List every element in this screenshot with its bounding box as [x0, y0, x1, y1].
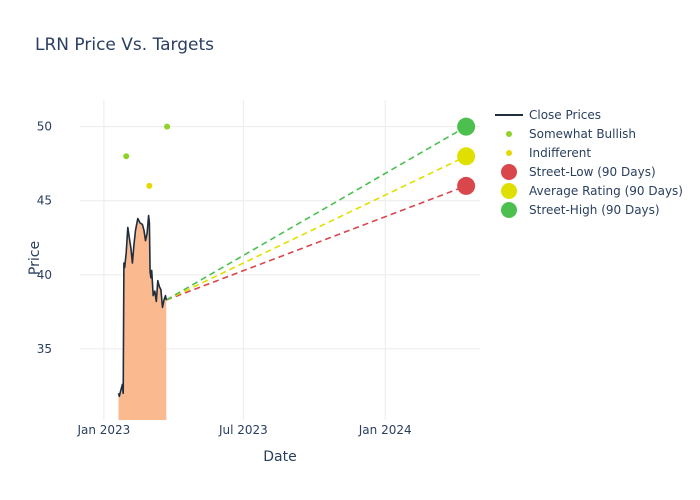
street-high-target-marker[interactable]	[457, 117, 476, 136]
legend-swatch	[501, 164, 517, 180]
average-rating-target-marker[interactable]	[457, 147, 476, 166]
legend-item-street-low[interactable]: Street-Low (90 Days)	[501, 164, 656, 180]
y-axis-title: Price	[27, 241, 43, 275]
average-rating-target-line	[165, 155, 467, 301]
somewhat-bullish-point[interactable]	[164, 123, 171, 130]
legend-swatch	[501, 183, 517, 199]
legend-item-somewhat-bullish[interactable]: Somewhat Bullish	[506, 127, 636, 141]
legend-label: Street-Low (90 Days)	[529, 165, 656, 179]
legend-swatch	[506, 131, 512, 137]
y-tick-label: 45	[37, 194, 52, 208]
legend-swatch	[506, 150, 512, 156]
legend-item-average-rating[interactable]: Average Rating (90 Days)	[501, 183, 683, 199]
legend-label: Average Rating (90 Days)	[529, 184, 683, 198]
close-fill-layer	[118, 215, 167, 420]
street-low-target-marker[interactable]	[457, 176, 476, 195]
indifferent-point[interactable]	[146, 182, 153, 189]
close-price-line	[117, 214, 168, 398]
legend-label: Indifferent	[529, 146, 591, 160]
x-axis-title: Date	[263, 449, 296, 465]
street-low-target-line	[166, 185, 467, 301]
y-tick-label: 50	[37, 120, 52, 134]
y-tick-label: 40	[37, 268, 52, 282]
legend-swatch	[501, 202, 517, 218]
street-high-target-line	[165, 125, 467, 301]
marks-layer	[123, 117, 476, 195]
somewhat-bullish-point[interactable]	[123, 153, 130, 160]
legend-item-close-prices[interactable]: Close Prices	[495, 108, 601, 122]
legend-label: Street-High (90 Days)	[529, 203, 660, 217]
legend-item-indifferent[interactable]: Indifferent	[506, 146, 591, 160]
legend-label: Somewhat Bullish	[529, 127, 636, 141]
target-lines-layer	[117, 125, 467, 398]
legend-item-street-high[interactable]: Street-High (90 Days)	[501, 202, 660, 218]
x-tick-label: Jan 2024	[358, 423, 412, 437]
y-tick-label: 35	[37, 342, 52, 356]
chart-title: LRN Price Vs. Targets	[35, 35, 214, 55]
legend[interactable]: Close Prices Somewhat Bullish Indifferent S…	[495, 108, 683, 218]
legend-label: Close Prices	[529, 108, 601, 122]
x-tick-label: Jan 2023	[76, 423, 130, 437]
tick-labels: 35 40 45 50 Jan 2023 Jul 2023 Jan 2024	[37, 120, 412, 437]
x-tick-label: Jul 2023	[218, 423, 268, 437]
close-price-area	[118, 215, 167, 420]
